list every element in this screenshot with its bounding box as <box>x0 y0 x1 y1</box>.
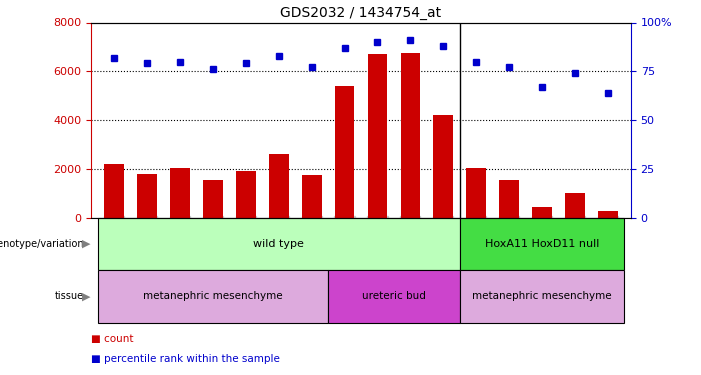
Bar <box>236 171 256 217</box>
Bar <box>433 115 453 218</box>
Bar <box>97 217 460 270</box>
Bar <box>460 270 625 322</box>
Bar <box>203 180 223 218</box>
Text: wild type: wild type <box>253 239 304 249</box>
Text: ■ percentile rank within the sample: ■ percentile rank within the sample <box>91 354 280 364</box>
Bar <box>565 193 585 217</box>
Text: tissue: tissue <box>55 291 84 301</box>
Bar <box>97 270 328 322</box>
Bar <box>170 168 190 217</box>
Bar <box>269 154 289 218</box>
Bar <box>598 211 618 217</box>
Text: ■ count: ■ count <box>91 334 134 344</box>
Text: ureteric bud: ureteric bud <box>362 291 426 301</box>
Bar <box>104 164 124 218</box>
Bar <box>328 270 460 322</box>
Text: HoxA11 HoxD11 null: HoxA11 HoxD11 null <box>485 239 599 249</box>
Text: metanephric mesenchyme: metanephric mesenchyme <box>472 291 612 301</box>
Bar <box>367 54 388 217</box>
Text: genotype/variation: genotype/variation <box>0 239 84 249</box>
Title: GDS2032 / 1434754_at: GDS2032 / 1434754_at <box>280 6 442 20</box>
Bar <box>460 217 625 270</box>
Bar <box>137 174 157 217</box>
Bar <box>301 175 322 217</box>
Text: metanephric mesenchyme: metanephric mesenchyme <box>143 291 283 301</box>
Bar <box>499 180 519 218</box>
Text: ▶: ▶ <box>82 291 90 301</box>
Bar <box>466 168 486 217</box>
Text: ▶: ▶ <box>82 239 90 249</box>
Bar <box>400 53 421 217</box>
Bar <box>532 207 552 218</box>
Bar <box>334 86 355 218</box>
